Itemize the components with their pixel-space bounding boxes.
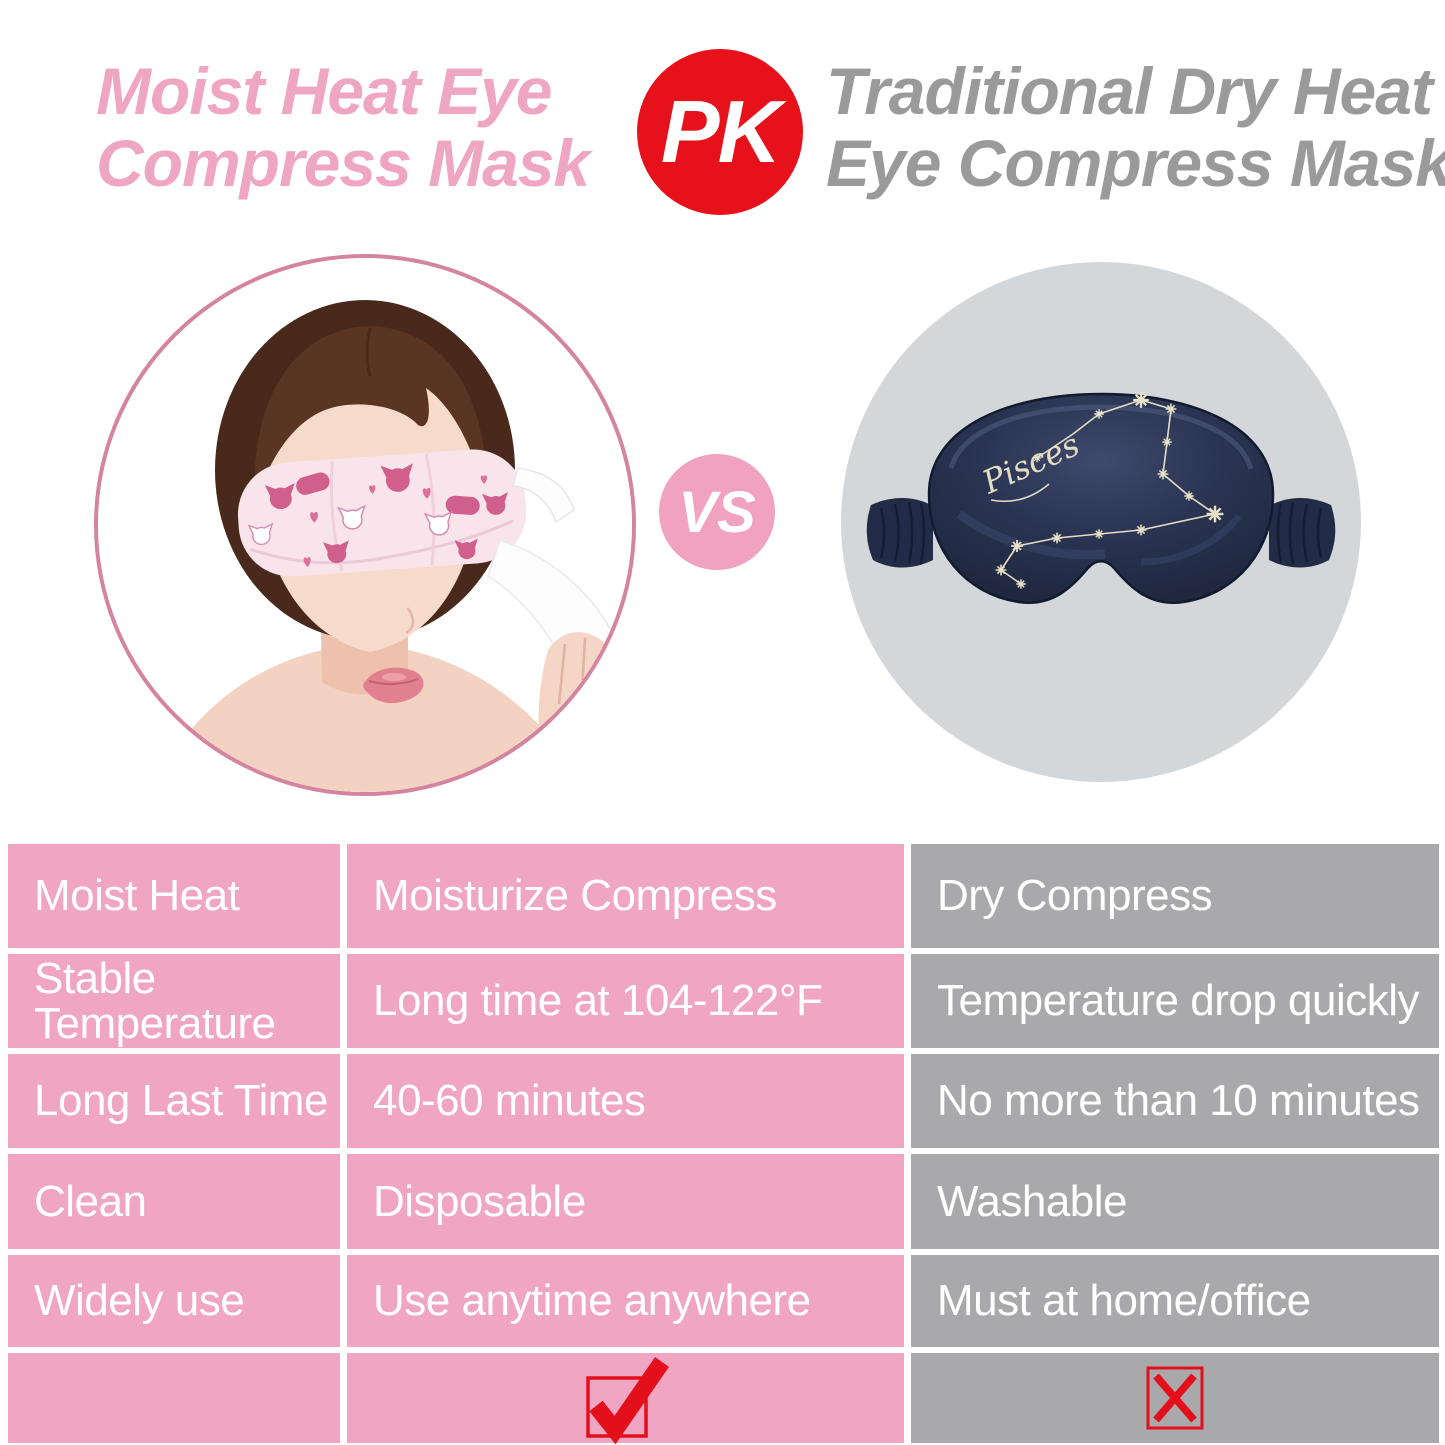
cell-text: Dry Compress [937, 871, 1213, 921]
feature-cell: Moist Heat [8, 844, 340, 948]
dry-value-cell: Must at home/office [911, 1255, 1439, 1347]
feature-cell: Long Last Time [8, 1054, 340, 1148]
cross-icon [1146, 1366, 1204, 1430]
right-product-title: Traditional Dry Heat Eye Compress Mask [826, 54, 1445, 200]
vs-badge: VS [659, 454, 775, 570]
silk-sleep-mask-illustration: Pisces [866, 391, 1336, 604]
cell-text: Moist Heat [34, 871, 240, 921]
dry-value-cell: Temperature drop quickly [911, 954, 1439, 1048]
dry-value-cell: Dry Compress [911, 844, 1439, 948]
pk-badge: PK [637, 49, 803, 215]
dry-verdict-cell [911, 1353, 1439, 1443]
cell-text: Stable Temperature [34, 953, 276, 1048]
cell-text: Long time at 104-122°F [373, 976, 823, 1026]
dry-value-cell: Washable [911, 1154, 1439, 1249]
cell-text: Washable [937, 1176, 1128, 1226]
dry-value-cell: No more than 10 minutes [911, 1054, 1439, 1148]
cell-text: Widely use [34, 1276, 245, 1326]
woman-wearing-moist-mask-illustration [98, 258, 632, 792]
moist-value-cell: Disposable [347, 1154, 904, 1249]
pk-label: PK [660, 82, 781, 181]
cell-text: 40-60 minutes [373, 1076, 646, 1126]
cell-text: Moisturize Compress [373, 871, 777, 921]
cell-text: Long Last Time [34, 1076, 328, 1126]
moist-value-cell: Moisturize Compress [347, 844, 904, 948]
left-title-line1: Moist Heat Eye [96, 54, 552, 128]
cell-text: Temperature drop quickly [937, 976, 1420, 1026]
feature-cell: Widely use [8, 1255, 340, 1347]
feature-cell: Stable Temperature [8, 954, 340, 1048]
moist-value-cell: Use anytime anywhere [347, 1255, 904, 1347]
cell-text: Disposable [373, 1176, 586, 1226]
cell-text: Clean [34, 1176, 147, 1226]
dry-mask-photo-circle: Pisces [841, 262, 1361, 782]
right-title-line2: Eye Compress Mask [826, 125, 1445, 200]
left-product-title: Moist Heat Eye Compress Mask [96, 54, 590, 200]
moist-value-cell: 40-60 minutes [347, 1054, 904, 1148]
feature-cell: Clean [8, 1154, 340, 1249]
check-icon [585, 1357, 669, 1445]
cat-pattern [264, 463, 510, 564]
moist-value-cell: Long time at 104-122°F [347, 954, 904, 1048]
comparison-table: Moist Heat Moisturize Compress Dry Compr… [8, 844, 1439, 1445]
moist-mask-photo-circle [94, 254, 636, 796]
cell-text: No more than 10 minutes [937, 1076, 1420, 1126]
cell-text: Must at home/office [937, 1276, 1311, 1326]
vs-label: VS [678, 479, 756, 545]
right-title-line1: Traditional Dry Heat [826, 54, 1433, 128]
verdict-empty-cell [8, 1353, 340, 1443]
left-title-line2: Compress Mask [96, 125, 590, 200]
cell-text: Use anytime anywhere [373, 1276, 811, 1326]
moist-verdict-cell [347, 1353, 904, 1445]
